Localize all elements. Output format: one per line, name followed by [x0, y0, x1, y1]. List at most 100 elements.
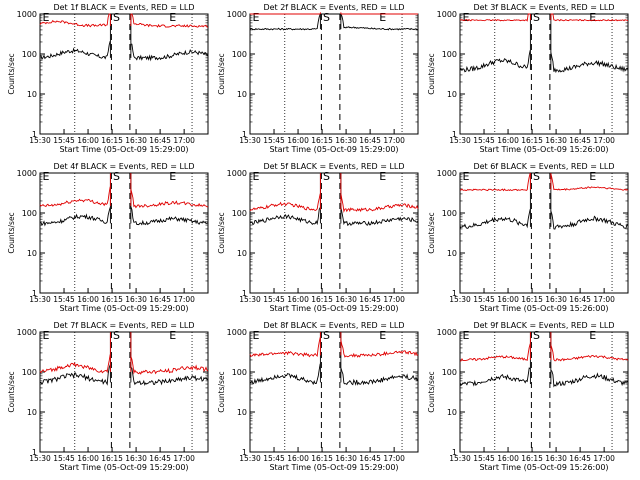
panel-title: Det 7f BLACK = Events, RED = LLD	[53, 321, 194, 330]
events-series-line	[249, 207, 321, 226]
y-tick-label: 1000	[437, 328, 457, 337]
y-tick-label: 100	[442, 50, 457, 59]
events-series-line	[130, 366, 209, 386]
x-axis-label: Start Time (05-Oct-09 15:26:00)	[479, 145, 608, 154]
x-tick-label: 16:15	[101, 454, 123, 463]
y-tick-label: 10	[447, 408, 457, 417]
x-axis-label: Start Time (05-Oct-09 15:26:00)	[479, 463, 608, 472]
y-axis-label: Counts/sec	[427, 371, 436, 412]
event-flag: E	[463, 11, 470, 24]
x-tick-label: 16:45	[149, 295, 171, 304]
event-flag: E	[463, 170, 470, 183]
lld-series-line	[550, 344, 629, 362]
event-flag: S	[533, 170, 540, 183]
x-axis-label: Start Time (05-Oct-09 15:29:00)	[59, 463, 188, 472]
x-tick-label: 15:30	[29, 295, 51, 304]
panel-title: Det 4f BLACK = Events, RED = LLD	[53, 162, 194, 171]
y-tick-label: 1000	[227, 328, 247, 337]
events-series-line	[550, 369, 629, 388]
x-tick-label: 17:00	[173, 295, 195, 304]
y-tick-label: 1000	[17, 169, 37, 178]
event-flag: E	[169, 11, 176, 24]
x-tick-label: 16:45	[149, 454, 171, 463]
events-series-line	[459, 367, 531, 387]
x-tick-label: 15:45	[473, 454, 495, 463]
x-tick-label: 16:00	[497, 454, 519, 463]
x-tick-label: 15:45	[53, 454, 75, 463]
events-series-line	[550, 211, 629, 230]
x-axis-label: Start Time (05-Oct-09 15:26:00)	[479, 304, 608, 313]
x-tick-label: 17:00	[593, 136, 615, 145]
events-series-line	[130, 206, 209, 226]
y-tick-label: 1	[32, 289, 37, 298]
y-tick-label: 100	[442, 368, 457, 377]
y-axis-label: Counts/sec	[7, 371, 16, 412]
x-tick-label: 17:00	[383, 295, 405, 304]
x-tick-label: 16:30	[545, 136, 567, 145]
plot-frame	[39, 331, 209, 453]
x-tick-label: 15:45	[473, 295, 495, 304]
x-tick-label: 16:15	[311, 295, 333, 304]
panel-title: Det 1f BLACK = Events, RED = LLD	[53, 3, 194, 12]
events-series-line	[249, 363, 321, 386]
y-tick-label: 1	[242, 289, 247, 298]
x-tick-label: 16:15	[311, 454, 333, 463]
x-axis-label: Start Time (05-Oct-09 15:29:00)	[59, 145, 188, 154]
plot-frame	[459, 172, 629, 294]
x-tick-label: 15:30	[239, 295, 261, 304]
x-axis-label: Start Time (05-Oct-09 15:29:00)	[59, 304, 188, 313]
x-tick-label: 15:30	[449, 454, 471, 463]
x-tick-label: 17:00	[383, 136, 405, 145]
event-flag: S	[113, 329, 120, 342]
x-tick-label: 16:45	[359, 295, 381, 304]
y-tick-label: 1000	[437, 10, 457, 19]
y-tick-label: 10	[27, 249, 37, 258]
x-tick-label: 16:45	[569, 136, 591, 145]
y-tick-label: 100	[442, 209, 457, 218]
lld-series-line	[459, 343, 531, 362]
y-tick-label: 1	[32, 130, 37, 139]
x-tick-label: 16:30	[545, 454, 567, 463]
events-series-line	[459, 209, 531, 230]
event-flag: E	[43, 170, 50, 183]
events-series-line	[39, 40, 111, 61]
lld-series-line	[459, 13, 531, 22]
x-tick-label: 16:45	[149, 136, 171, 145]
panel-title: Det 9f BLACK = Events, RED = LLD	[473, 321, 614, 330]
x-tick-label: 16:00	[497, 295, 519, 304]
y-tick-label: 1000	[17, 328, 37, 337]
events-series-line	[550, 52, 629, 74]
events-series-line	[249, 13, 321, 31]
x-tick-label: 15:30	[29, 136, 51, 145]
y-tick-label: 1	[242, 130, 247, 139]
x-tick-label: 17:00	[173, 454, 195, 463]
x-tick-label: 16:15	[521, 136, 543, 145]
x-tick-label: 15:30	[239, 136, 261, 145]
y-tick-label: 100	[22, 209, 37, 218]
x-tick-label: 15:30	[449, 295, 471, 304]
event-flag: E	[253, 11, 260, 24]
y-axis-label: Counts/sec	[7, 212, 16, 253]
y-tick-label: 10	[237, 249, 247, 258]
lld-series-line	[39, 354, 111, 374]
event-flag: E	[43, 329, 50, 342]
event-flag: S	[113, 11, 120, 24]
y-tick-label: 100	[22, 368, 37, 377]
events-series-line	[39, 207, 111, 227]
x-tick-label: 16:45	[569, 454, 591, 463]
x-tick-label: 17:00	[383, 454, 405, 463]
event-flag: S	[533, 11, 540, 24]
lld-series-line	[39, 13, 111, 28]
event-flag: E	[379, 329, 386, 342]
plot-frame	[249, 172, 419, 294]
y-tick-label: 1	[452, 289, 457, 298]
event-flag: S	[323, 329, 330, 342]
x-tick-label: 16:30	[335, 136, 357, 145]
y-tick-label: 10	[27, 90, 37, 99]
